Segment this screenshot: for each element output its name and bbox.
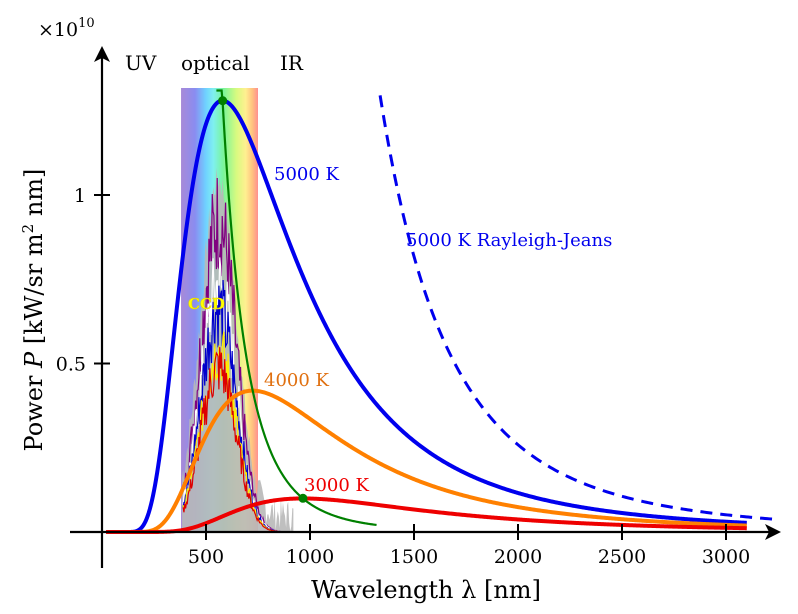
y-tick-label: 1 bbox=[74, 185, 86, 207]
label-5000k: 5000 K bbox=[274, 164, 340, 185]
curve-rayleigh-jeans bbox=[378, 95, 776, 521]
curve-4000k bbox=[106, 388, 747, 534]
measured-spectra bbox=[182, 168, 294, 533]
wien-displacement-locus bbox=[216, 89, 377, 527]
label-3000k: 3000 K bbox=[304, 475, 370, 496]
curve-3000k bbox=[106, 496, 747, 534]
x-tick-label: 2500 bbox=[598, 546, 646, 568]
y-axis-label: Power P [kW/sr m2 nm] bbox=[19, 169, 48, 452]
axes bbox=[70, 46, 781, 568]
band-label-uv: UV bbox=[125, 51, 157, 75]
multiplier-label: ×1010 bbox=[38, 16, 95, 41]
x-axis-arrow bbox=[765, 524, 781, 540]
peak-marker-5000k bbox=[218, 96, 228, 106]
band-label-ir: IR bbox=[280, 51, 304, 75]
ccd-label: CCD bbox=[188, 295, 225, 313]
band-label-optical: optical bbox=[181, 51, 250, 75]
x-tick-label: 3000 bbox=[702, 546, 750, 568]
x-tick-label: 1500 bbox=[390, 546, 438, 568]
y-tick-label: 0.5 bbox=[56, 354, 86, 376]
x-tick-label: 2000 bbox=[494, 546, 542, 568]
x-tick-label: 500 bbox=[188, 546, 224, 568]
spectrum-line-4 bbox=[182, 347, 293, 533]
label-4000k: 4000 K bbox=[264, 370, 330, 391]
curves bbox=[106, 89, 776, 534]
tick-labels: 500 1000 1500 2000 2500 3000 0.5 1 bbox=[56, 185, 750, 568]
x-tick-label: 1000 bbox=[286, 546, 334, 568]
peak-marker-3000k bbox=[298, 493, 308, 503]
curve-5000k bbox=[106, 98, 747, 534]
label-rayleigh-jeans: 5000 K Rayleigh-Jeans bbox=[406, 230, 612, 251]
x-axis-label: Wavelength λ [nm] bbox=[311, 576, 541, 604]
y-axis-arrow bbox=[94, 46, 110, 62]
